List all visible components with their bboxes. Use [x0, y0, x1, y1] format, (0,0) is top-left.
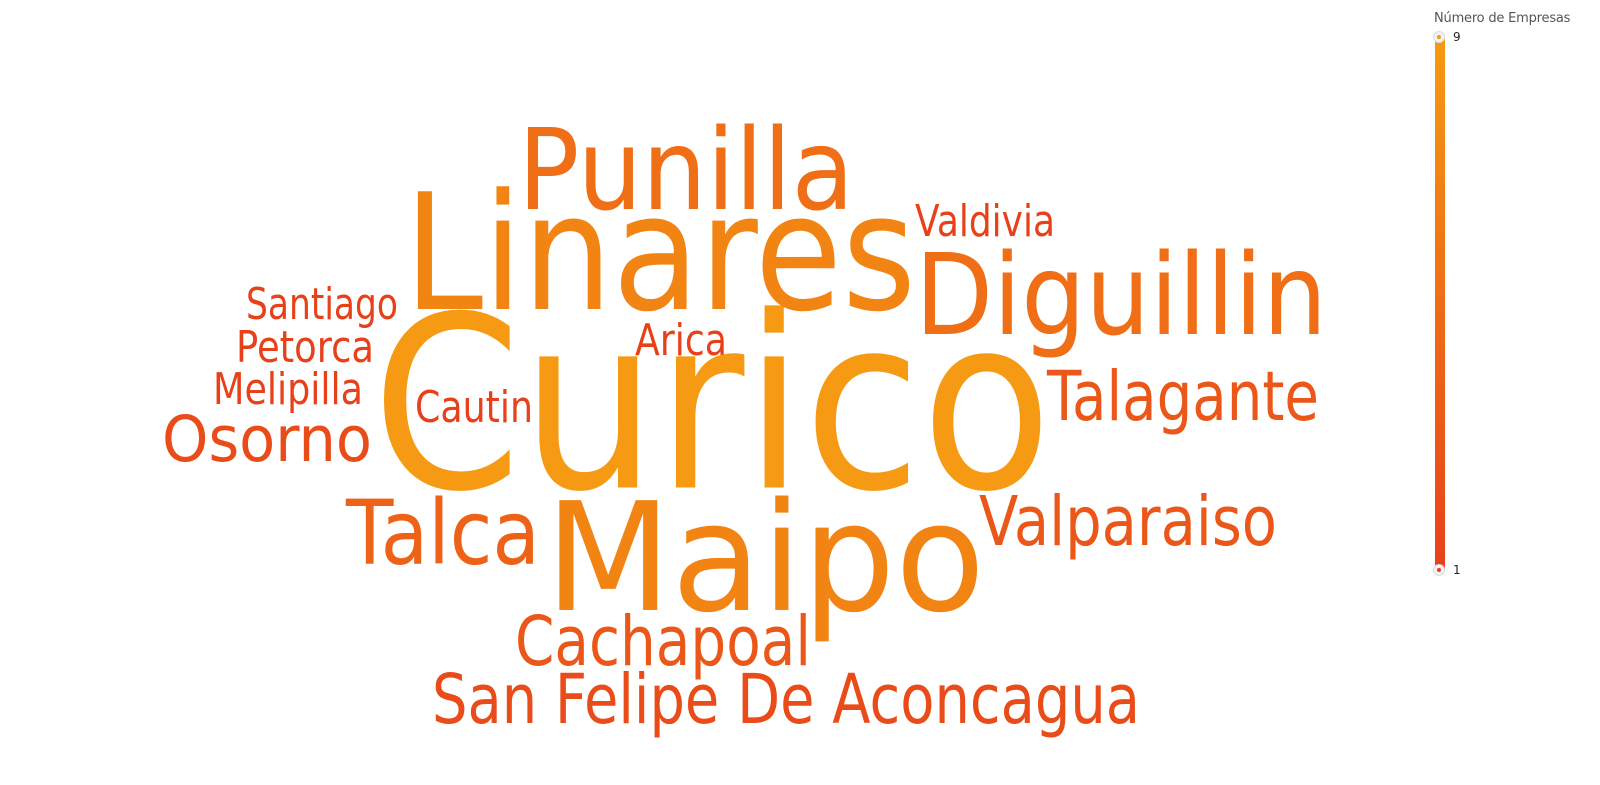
word-valdivia[interactable]: Valdivia: [915, 196, 1055, 247]
word-petorca[interactable]: Petorca: [236, 322, 374, 373]
legend-min-handle[interactable]: [1433, 564, 1445, 576]
legend-title: Número de Empresas: [1434, 11, 1571, 26]
legend-max-label: 9: [1453, 30, 1461, 44]
word-san-felipe-de-aconcagua[interactable]: San Felipe De Aconcagua: [432, 660, 1140, 740]
word-arica[interactable]: Arica: [635, 315, 727, 366]
word-punilla[interactable]: Punilla: [518, 106, 854, 236]
word-valparaiso[interactable]: Valparaiso: [979, 482, 1277, 562]
color-legend: Número de Empresas 9 1: [1420, 0, 1600, 600]
word-maipo[interactable]: Maipo: [545, 470, 985, 646]
word-linares[interactable]: Linares: [404, 160, 916, 348]
word-melipilla[interactable]: Melipilla: [213, 364, 363, 415]
word-santiago[interactable]: Santiago: [246, 279, 398, 330]
legend-color-bar: [1435, 37, 1445, 570]
legend-max-handle[interactable]: [1433, 31, 1445, 43]
word-talagante[interactable]: Talagante: [1046, 357, 1319, 437]
word-cautin[interactable]: Cautin: [415, 382, 533, 433]
legend-min-label: 1: [1453, 563, 1461, 577]
word-talca[interactable]: Talca: [345, 481, 540, 585]
word-curico[interactable]: Curico: [372, 266, 1052, 545]
word-osorno[interactable]: Osorno: [162, 403, 372, 476]
word-cachapoal[interactable]: Cachapoal: [515, 602, 811, 682]
word-diguillin[interactable]: Diguillin: [915, 231, 1327, 361]
